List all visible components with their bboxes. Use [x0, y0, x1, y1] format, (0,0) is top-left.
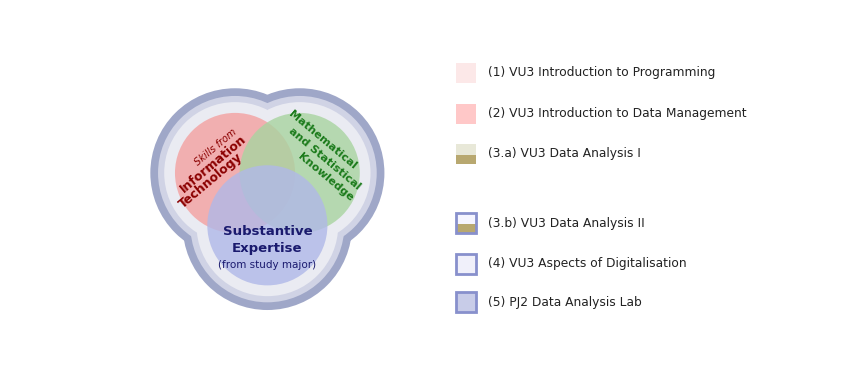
Circle shape — [191, 148, 344, 302]
Text: (2) VU3 Introduction to Data Management: (2) VU3 Introduction to Data Management — [489, 107, 747, 120]
Circle shape — [175, 113, 295, 233]
Circle shape — [150, 88, 320, 258]
Text: (3.a) VU3 Data Analysis I: (3.a) VU3 Data Analysis I — [489, 147, 641, 160]
Text: (4) VU3 Aspects of Digitalisation: (4) VU3 Aspects of Digitalisation — [489, 257, 687, 270]
Text: Mathematical: Mathematical — [287, 109, 358, 171]
Bar — [456, 224, 476, 233]
Bar — [456, 213, 476, 233]
Circle shape — [197, 154, 338, 296]
Circle shape — [240, 113, 360, 233]
Bar — [456, 144, 476, 155]
Bar — [456, 103, 476, 124]
Text: Expertise: Expertise — [232, 242, 302, 255]
Text: Technology: Technology — [176, 151, 245, 211]
Circle shape — [207, 165, 327, 286]
Circle shape — [222, 96, 377, 250]
Circle shape — [228, 102, 370, 244]
Bar — [456, 63, 476, 83]
Text: Skills from: Skills from — [193, 127, 239, 168]
Bar — [456, 292, 476, 312]
Text: and Statistical: and Statistical — [287, 126, 362, 191]
Bar — [456, 254, 476, 274]
Text: Knowledge: Knowledge — [296, 151, 356, 203]
Text: (5) PJ2 Data Analysis Lab: (5) PJ2 Data Analysis Lab — [489, 296, 643, 309]
Bar — [456, 155, 476, 164]
Text: Information: Information — [178, 132, 249, 195]
Bar — [456, 213, 476, 224]
Circle shape — [215, 88, 385, 258]
Circle shape — [158, 96, 312, 250]
Text: (from study major): (from study major) — [218, 260, 316, 270]
Circle shape — [183, 140, 352, 310]
Text: (3.b) VU3 Data Analysis II: (3.b) VU3 Data Analysis II — [489, 217, 645, 230]
Circle shape — [164, 102, 306, 244]
Text: Substantive: Substantive — [222, 225, 312, 238]
Text: (1) VU3 Introduction to Programming: (1) VU3 Introduction to Programming — [489, 67, 716, 79]
